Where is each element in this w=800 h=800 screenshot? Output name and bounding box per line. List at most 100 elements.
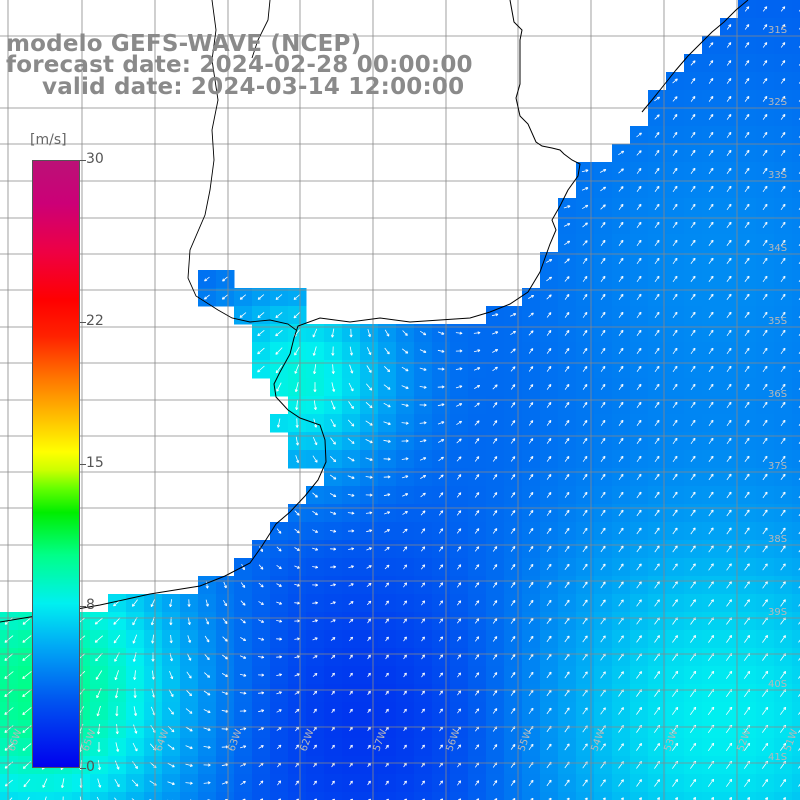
wind-arrow [708,635,714,643]
wind-arrow [690,599,696,607]
wind-arrow [744,311,750,319]
wind-arrow [600,545,606,553]
wind-arrow [654,779,660,787]
wind-arrow [492,474,498,480]
wind-arrow [348,547,355,551]
wind-arrow [528,384,534,390]
wind-arrow [725,742,733,752]
wind-arrow [744,473,750,481]
wind-arrow [654,257,660,265]
wind-arrow [329,474,337,480]
wind-arrow [474,744,480,750]
wind-cell [666,792,685,800]
wind-arrow [563,223,571,227]
latitude-label: 37S [768,461,787,472]
wind-arrow [780,401,786,408]
wind-arrow [708,599,714,607]
wind-arrow [403,582,407,588]
wind-arrow [437,367,445,371]
wind-arrow [258,619,265,623]
wind-arrow [671,742,679,751]
wind-arrow [402,330,408,336]
wind-arrow [151,634,155,644]
wind-arrow [456,528,462,534]
wind-arrow [455,385,463,389]
wind-arrow [510,618,516,624]
wind-arrow [618,203,624,210]
wind-arrow [636,419,642,426]
wind-arrow [690,545,696,553]
wind-arrow [528,295,535,299]
wind-arrow [403,636,407,642]
wind-arrow [582,509,588,517]
wind-arrow [257,329,265,337]
wind-arrow [474,672,480,678]
wind-arrow [672,545,678,553]
wind-arrow [672,419,678,427]
wind-arrow [654,383,660,391]
wind-arrow [672,437,678,445]
wind-arrow [510,546,516,552]
wind-arrow [456,456,462,462]
wind-arrow [546,671,552,679]
wind-arrow [761,742,769,751]
wind-cell [792,684,800,703]
wind-arrow [581,187,589,191]
wind-arrow [726,329,732,337]
wind-arrow [330,400,336,410]
wind-arrow [798,603,800,607]
wind-arrow [564,312,570,318]
wind-arrow [22,743,32,751]
wind-arrow [780,132,786,138]
wind-arrow [113,617,121,625]
wind-arrow [474,385,481,389]
wind-cell [792,90,800,109]
wind-arrow [438,564,444,570]
wind-arrow [708,455,714,463]
wind-arrow [762,24,768,30]
wind-arrow [618,150,625,156]
wind-arrow [240,582,246,588]
wind-arrow [708,275,714,283]
wind-arrow [473,367,481,371]
wind-arrow [672,473,678,481]
wind-arrow [726,509,732,517]
wind-arrow [546,599,552,607]
wind-arrow [403,780,407,786]
wind-arrow [600,563,606,571]
wind-cell [792,594,800,613]
wind-arrow [365,511,373,515]
wind-arrow [780,239,786,247]
wind-cell [504,792,523,800]
wind-arrow [546,707,552,715]
wind-arrow [636,150,642,156]
wind-arrow [564,707,570,715]
wind-arrow [239,727,247,731]
wind-arrow [22,617,32,625]
coastline-north [641,0,749,113]
colorbar-tick-mark [80,160,86,161]
wind-arrow [654,96,660,102]
wind-arrow [366,347,372,356]
wind-arrow [185,726,193,732]
wind-arrow [780,383,786,391]
wind-arrow [276,691,282,695]
wind-arrow [510,313,517,317]
wind-arrow [312,601,318,605]
wind-arrow [690,60,696,66]
wind-arrow [528,402,534,408]
wind-arrow [94,635,104,643]
wind-arrow [744,203,750,211]
wind-cell [792,54,800,73]
wind-arrow [762,635,768,643]
wind-arrow [187,635,192,643]
wind-arrow [294,708,300,713]
wind-arrow [672,96,678,102]
wind-arrow [744,96,750,102]
latitude-label: 33S [768,170,787,181]
wind-cell [792,378,800,397]
wind-cell [756,792,775,800]
wind-arrow [671,670,679,679]
wind-arrow [439,690,443,696]
wind-arrow [780,545,786,553]
